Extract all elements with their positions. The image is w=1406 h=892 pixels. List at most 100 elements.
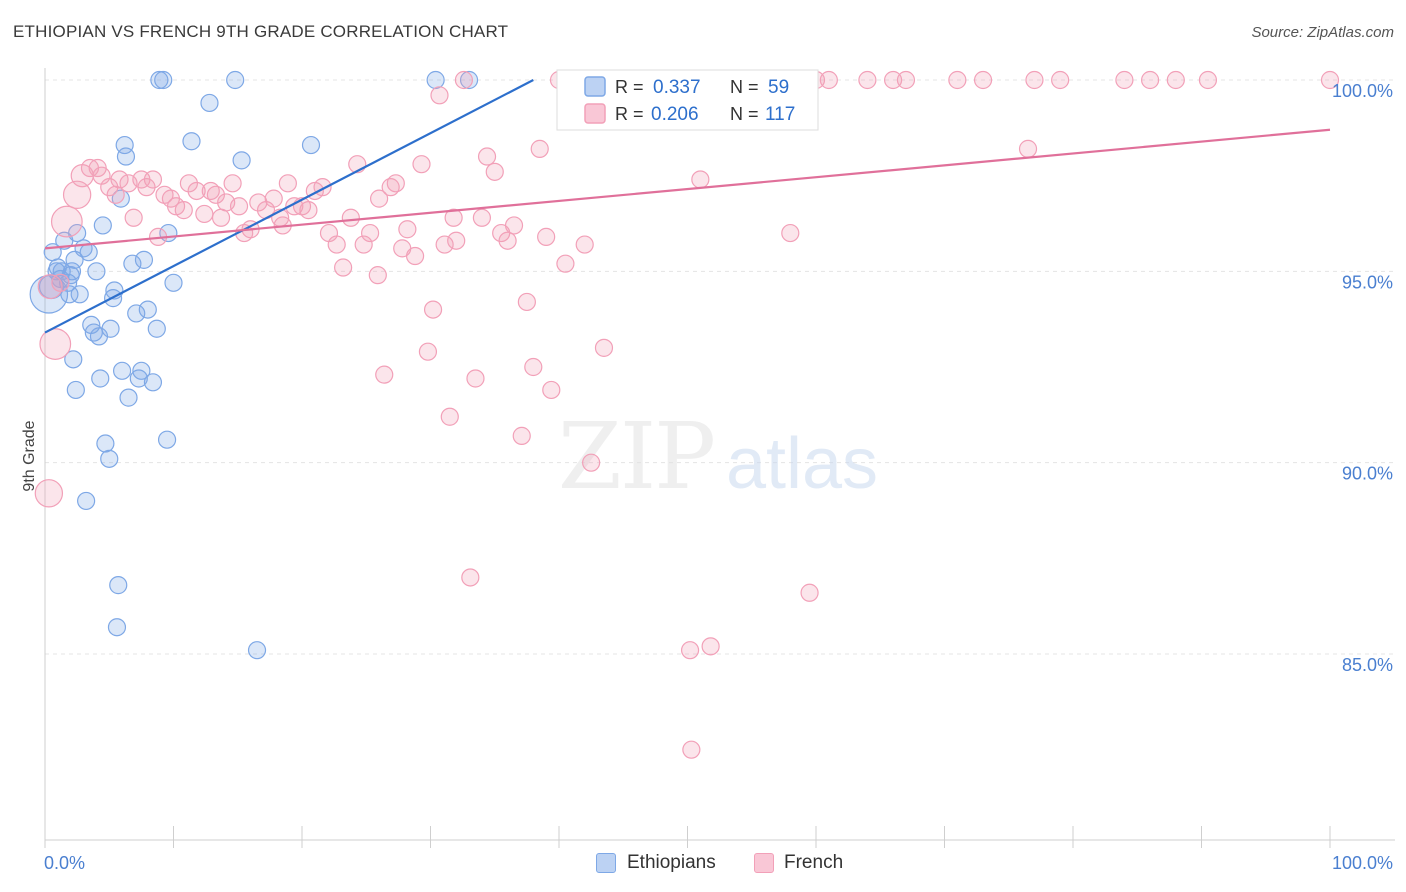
legend-swatch-french[interactable] — [754, 853, 774, 873]
french-trend-line — [44, 128, 1331, 250]
french-point-30 — [223, 174, 242, 193]
ethiopians-point-51 — [426, 70, 445, 90]
french-point-116 — [444, 208, 463, 227]
french-point-110 — [1140, 70, 1160, 90]
french-point-4 — [50, 205, 83, 238]
stats-r-label-2: R = — [615, 104, 644, 124]
ethiopians-point-45 — [182, 132, 201, 151]
y-axis-label: 9th Grade — [21, 420, 38, 491]
stats-box: R = 0.337 N = 59 R = 0.206 N = 117 — [556, 69, 819, 131]
legend-swatch-ethiopians[interactable] — [596, 853, 616, 873]
french-point-41 — [299, 201, 318, 220]
french-point-106 — [1018, 139, 1038, 158]
french-point-109 — [1115, 70, 1134, 90]
ethiopians-point-56 — [77, 491, 96, 511]
stats-n-value-french: 117 — [765, 104, 795, 125]
ethiopians-point-32 — [123, 254, 142, 273]
ethiopians-point-10 — [62, 262, 82, 281]
french-point-73 — [504, 216, 524, 235]
french-point-90 — [680, 641, 700, 660]
french-point-72 — [498, 231, 517, 250]
trend-lines — [44, 79, 1331, 334]
stats-swatch-ethiopians — [584, 76, 606, 97]
x-tick-label-1: 100.0% — [1332, 853, 1393, 873]
ethiopians-point-29 — [115, 135, 134, 155]
ethiopians-point-46 — [200, 93, 219, 113]
french-point-98 — [800, 583, 819, 602]
french-point-56 — [398, 220, 417, 239]
french-point-115 — [370, 189, 389, 208]
ethiopians-point-39 — [147, 319, 166, 338]
french-point-107 — [1025, 70, 1044, 90]
french-point-24 — [187, 181, 206, 201]
ethiopians-point-31 — [119, 388, 138, 407]
watermark-zip: ZIP — [558, 403, 714, 510]
french-point-75 — [517, 292, 536, 312]
ethiopians-point-57 — [112, 361, 132, 380]
ethiopians-point-30 — [116, 147, 136, 166]
french-point-12 — [110, 170, 129, 189]
french-point-103 — [896, 70, 916, 90]
ethiopians-point-22 — [100, 449, 119, 468]
french-point-69 — [477, 147, 497, 166]
french-point-58 — [412, 155, 431, 174]
ethiopians-point-33 — [127, 304, 146, 323]
stats-n-label-1: N = — [730, 77, 759, 97]
ethiopians-point-35 — [132, 361, 151, 380]
stats-r-label-1: R = — [615, 77, 644, 97]
legend-label-french[interactable]: French — [784, 852, 844, 873]
french-point-78 — [537, 227, 556, 246]
french-point-94 — [701, 637, 720, 656]
ethiopians-point-48 — [232, 151, 251, 170]
french-point-65 — [454, 70, 474, 90]
ethiopians-point-13 — [70, 285, 89, 304]
french-point-46 — [334, 258, 353, 277]
french-point-28 — [211, 208, 231, 227]
ethiopians-point-27 — [109, 576, 128, 595]
french-point-34 — [249, 193, 268, 212]
french-point-31 — [229, 197, 249, 216]
ethiopians-point-42 — [157, 430, 177, 449]
french-point-59 — [418, 342, 438, 361]
french-point-100 — [819, 70, 838, 90]
french-point-105 — [973, 70, 993, 90]
ethiopians-point-26 — [107, 618, 127, 637]
french-point-60 — [423, 300, 443, 319]
french-point-38 — [278, 174, 297, 193]
ethiopians-point-55 — [91, 369, 110, 388]
source-credit: Source: ZipAtlas.com — [1251, 24, 1394, 41]
french-point-87 — [594, 338, 614, 357]
french-point-85 — [582, 453, 601, 472]
french-point-54 — [386, 174, 405, 193]
french-point-104 — [948, 70, 967, 90]
french-point-77 — [530, 139, 549, 158]
french-point-36 — [264, 189, 283, 208]
french-point-84 — [575, 235, 594, 254]
ethiopians-point-23 — [101, 319, 120, 338]
french-point-17 — [143, 170, 163, 189]
french-point-64 — [447, 231, 466, 250]
ethiopians-point-38 — [143, 373, 163, 392]
axes — [44, 68, 1395, 848]
stats-r-value-ethiopians: 0.337 — [653, 77, 701, 98]
french-point-111 — [1166, 70, 1185, 90]
french-point-102 — [883, 70, 903, 90]
french-point-0 — [34, 479, 64, 508]
french-point-45 — [327, 235, 346, 254]
series-ethiopians — [29, 70, 479, 660]
french-point-108 — [1051, 70, 1070, 90]
legend-label-ethiopians[interactable]: Ethiopians — [627, 852, 716, 873]
ethiopians-point-15 — [79, 243, 98, 262]
ethiopians-point-18 — [87, 262, 106, 281]
french-point-91 — [682, 740, 701, 759]
french-point-3 — [51, 273, 70, 292]
ethiopians-point-44 — [164, 273, 183, 292]
french-point-113 — [1320, 70, 1340, 90]
french-point-47 — [341, 208, 360, 227]
french-point-67 — [466, 369, 485, 388]
french-point-5 — [62, 180, 92, 209]
french-point-52 — [375, 365, 394, 384]
ethiopians-point-50 — [301, 135, 321, 155]
french-point-14 — [124, 208, 143, 227]
stats-n-value-ethiopians: 59 — [768, 77, 789, 98]
